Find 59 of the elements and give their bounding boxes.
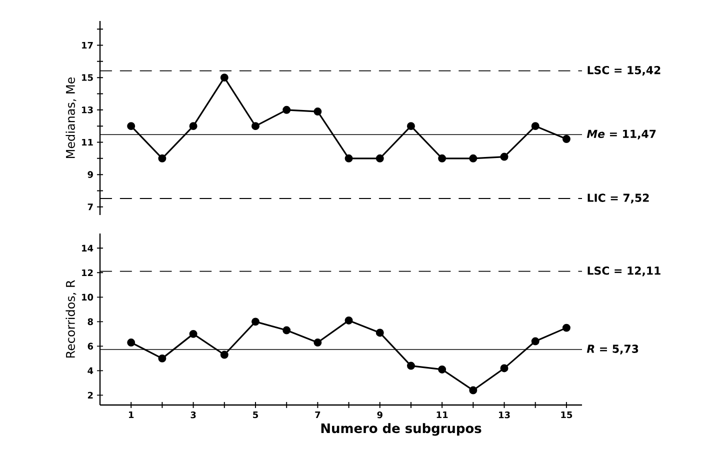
x-tick-label: 1 [129,412,134,418]
point [500,152,508,161]
y-tick-label: 8 [88,318,93,326]
point [189,330,198,338]
y-tick-label: 14 [82,244,94,252]
point [252,318,260,326]
point [127,122,136,130]
y-tick-label: 17 [82,42,93,48]
y-axis-title: Recorridos, R [66,280,76,358]
point [252,122,260,130]
point [127,338,136,346]
point [531,337,540,346]
ref-line-label: LSC = 15,42 [588,66,660,76]
point [220,350,228,359]
y-tick-label: 11 [82,138,93,146]
x-tick-label: 3 [190,411,196,418]
point [406,122,415,130]
x-tick-label: 11 [436,412,448,418]
y-axis-title: Medianas, Me [66,77,76,158]
y-tick-label: 13 [82,106,93,114]
point [469,386,478,394]
x-axis-title: Numero de subgrupos [321,423,482,436]
point [344,316,353,324]
point [531,122,540,130]
point [438,365,446,374]
x-tick-label: 7 [315,412,320,418]
y-tick-label: 7 [88,204,93,210]
y-tick-label: 12 [82,269,93,276]
y-tick-label: 4 [88,367,94,374]
y-tick-label: 15 [82,74,93,81]
x-tick-label: 15 [561,412,572,418]
ref-line-label: LSC = 12,11 [588,266,660,276]
y-tick-label: 6 [88,342,94,350]
point [344,154,353,162]
point [376,154,384,162]
point [376,328,384,337]
point [158,154,166,162]
y-tick-label: 9 [88,171,93,178]
point [220,74,228,82]
point [282,106,291,114]
x-tick-label: 13 [499,411,510,418]
y-tick-label: 2 [88,392,93,399]
ref-line-label: LIC = 7,52 [588,194,649,204]
point [406,362,415,370]
point [562,324,570,332]
point [438,154,446,162]
point [469,154,478,162]
ref-line-label: Me = 11,47 [586,130,656,140]
x-tick-label: 9 [377,412,382,418]
point [562,135,570,143]
point [500,364,508,372]
y-tick-label: 10 [82,294,94,301]
x-tick-label: 5 [253,412,258,418]
point [314,338,322,346]
point [189,122,198,130]
ref-line-label: R = 5,73 [586,344,638,354]
point [314,108,322,116]
point [158,354,166,362]
point [282,326,291,334]
